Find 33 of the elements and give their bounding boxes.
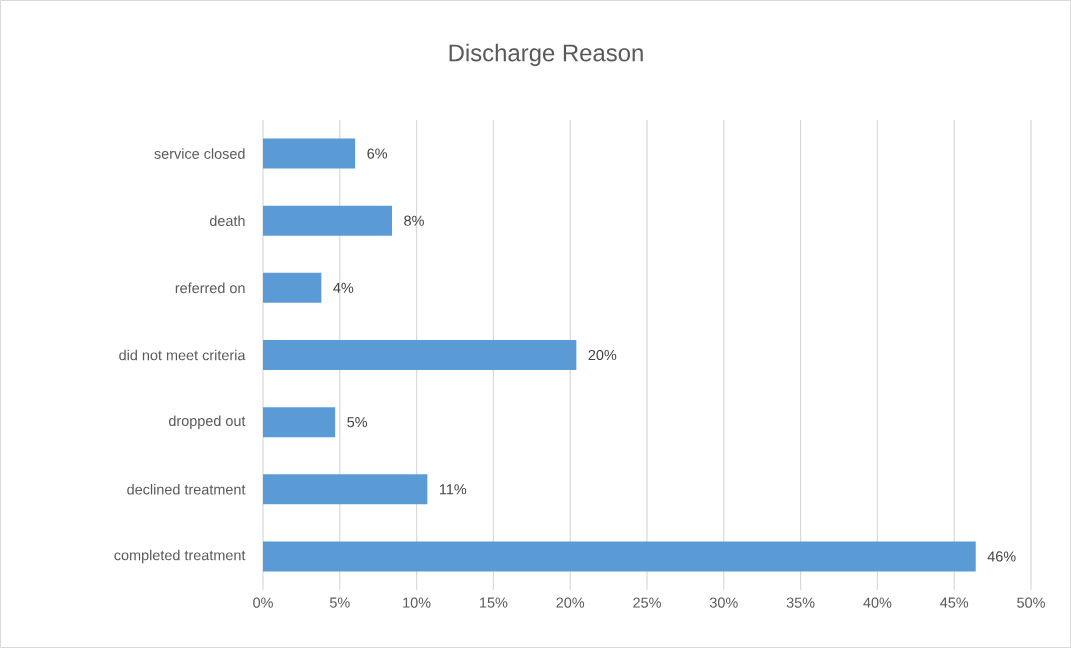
- x-tick-label: 10%: [403, 597, 431, 608]
- x-tick-label: 50%: [1017, 597, 1045, 608]
- bar: [263, 340, 577, 371]
- y-tick-label: service closed: [154, 148, 245, 159]
- x-tick-label: 40%: [863, 597, 892, 608]
- data-label: 8%: [404, 215, 424, 226]
- x-tick-label: 25%: [633, 597, 661, 608]
- y-tick-label: referred on: [175, 282, 245, 294]
- x-tick-label: 0%: [253, 597, 273, 608]
- y-tick-label: declined treatment: [127, 483, 246, 495]
- data-label: 11%: [439, 484, 467, 495]
- chart-title: Discharge Reason: [449, 43, 643, 67]
- y-tick-label: completed treatment: [114, 549, 246, 564]
- bar: [263, 205, 393, 236]
- x-tick-label: 30%: [709, 597, 738, 608]
- data-label: 20%: [588, 349, 617, 361]
- x-tick-label: 45%: [940, 597, 969, 608]
- data-label: 46%: [987, 551, 1016, 562]
- y-tick-label: dropped out: [168, 415, 246, 429]
- bar: [263, 138, 356, 169]
- bar: [263, 474, 428, 505]
- bar: [263, 541, 976, 572]
- data-label: 6%: [367, 148, 388, 159]
- x-tick-label: 20%: [556, 597, 585, 608]
- data-label: 4%: [333, 282, 354, 293]
- y-tick-label: did not meet criteria: [119, 349, 246, 361]
- data-label: 5%: [347, 417, 368, 428]
- x-tick-label: 15%: [480, 597, 508, 608]
- bar: [263, 407, 336, 438]
- x-tick-label: 35%: [786, 597, 815, 608]
- bar: [263, 272, 322, 303]
- y-tick-label: death: [209, 215, 245, 227]
- x-tick-label: 5%: [329, 597, 350, 608]
